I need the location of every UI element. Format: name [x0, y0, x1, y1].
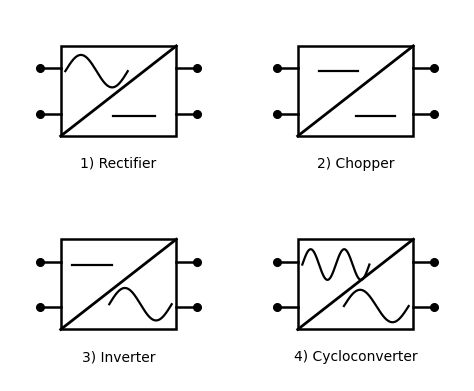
Text: 4) Cycloconverter: 4) Cycloconverter: [294, 350, 417, 364]
Text: 1) Rectifier: 1) Rectifier: [81, 157, 156, 171]
Bar: [61, 46, 176, 136]
Bar: [298, 239, 413, 330]
Bar: [61, 239, 176, 330]
Text: 2) Chopper: 2) Chopper: [317, 157, 394, 171]
Text: 3) Inverter: 3) Inverter: [82, 350, 155, 364]
Bar: [298, 46, 413, 136]
